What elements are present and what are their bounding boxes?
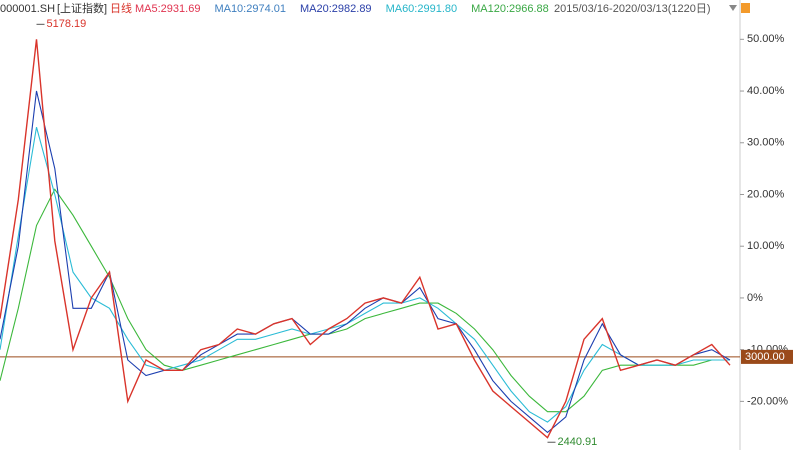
code: 000001.SH [0,3,55,15]
annotation: 5178.19 [47,18,87,30]
y-tick-label: 20.00% [747,188,785,200]
y-tick-label: 40.00% [747,85,785,97]
annotation: 2440.91 [558,436,598,448]
reference-label: 3000.00 [745,351,785,363]
period: 日线 [110,1,132,15]
indicator: MA5:2931.69 [135,3,200,15]
series-line [0,39,731,439]
y-tick-label: 30.00% [747,137,785,149]
y-tick-label: 10.00% [747,240,785,252]
settings-icon[interactable] [741,3,750,13]
indicator: MA10:2974.01 [214,3,286,15]
y-tick-label: 0% [747,292,763,304]
y-tick-label: -20.00% [747,395,788,407]
reference-label-box [741,349,793,364]
dropdown-icon[interactable] [729,5,737,11]
date-range: 2015/03/16-2020/03/13(1220日) [554,3,711,15]
indicator: MA60:2991.80 [386,3,458,15]
series-line [0,188,730,413]
indicator: MA20:2982.89 [300,3,372,15]
series-line [0,90,731,434]
y-tick-label: 50.00% [747,33,785,45]
index-name: [上证指数] [57,1,107,15]
indicator: MA120:2966.88 [471,3,549,15]
